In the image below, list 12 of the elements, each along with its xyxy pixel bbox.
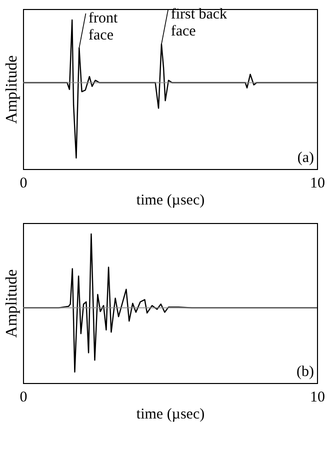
x-tick-label: 0 [20,176,28,192]
annotation: (a) [297,150,314,166]
x-axis-title: time (µsec) [136,406,205,422]
y-axis-title: Amplitude [4,55,20,124]
annotation: front face [88,10,118,44]
x-tick-label: 10 [310,390,325,406]
x-tick-label: 0 [20,390,28,406]
annotation: first back face [170,6,228,40]
y-axis-title: Amplitude [4,269,20,338]
x-axis-title: time (µsec) [136,192,205,208]
x-tick-label: 10 [310,176,325,192]
annotation: (b) [296,364,314,380]
